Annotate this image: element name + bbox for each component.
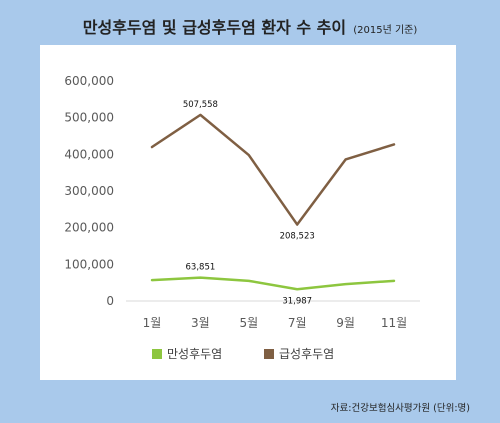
data-label: 31,987 bbox=[282, 296, 312, 306]
chart-title-row: 만성후두염 및 급성후두염 환자 수 추이 (2015년 기준) bbox=[0, 14, 500, 38]
x-tick-label: 1월 bbox=[143, 316, 162, 330]
series-line-chronic bbox=[150, 276, 396, 291]
y-tick-label: 600,000 bbox=[64, 74, 114, 88]
series-line-acute bbox=[150, 113, 396, 226]
data-label: 208,523 bbox=[280, 232, 315, 242]
chart-panel bbox=[40, 45, 456, 380]
chart-subtitle: (2015년 기준) bbox=[353, 25, 418, 36]
legend-swatch bbox=[264, 349, 274, 359]
y-tick-label: 0 bbox=[106, 294, 114, 308]
legend-label: 만성후두염 bbox=[167, 347, 222, 361]
y-tick-label: 100,000 bbox=[64, 257, 114, 271]
y-tick-label: 500,000 bbox=[64, 111, 114, 125]
chart-title: 만성후두염 및 급성후두염 환자 수 추이 bbox=[82, 18, 347, 37]
x-tick-label: 11월 bbox=[381, 316, 407, 330]
y-tick-label: 200,000 bbox=[64, 221, 114, 235]
x-tick-label: 7월 bbox=[288, 316, 307, 330]
x-tick-label: 9월 bbox=[336, 316, 355, 330]
legend-swatch bbox=[152, 349, 162, 359]
source-note: 자료:건강보험심사평가원 (단위:명) bbox=[330, 403, 470, 414]
x-tick-label: 5월 bbox=[239, 316, 258, 330]
data-label: 507,558 bbox=[183, 100, 218, 110]
x-tick-label: 3월 bbox=[191, 316, 210, 330]
legend-label: 급성후두염 bbox=[279, 347, 334, 361]
y-tick-label: 300,000 bbox=[64, 184, 114, 198]
y-tick-label: 400,000 bbox=[64, 147, 114, 161]
data-label: 63,851 bbox=[186, 263, 216, 273]
